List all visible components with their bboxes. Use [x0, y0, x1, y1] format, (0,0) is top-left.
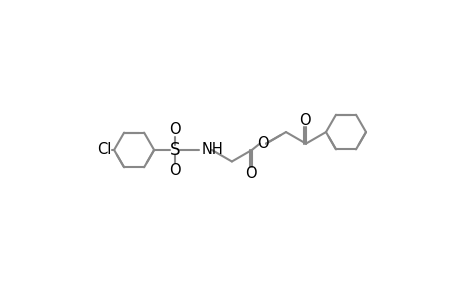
Text: O: O [169, 163, 180, 178]
Text: Cl: Cl [96, 142, 111, 158]
Text: O: O [298, 113, 310, 128]
Text: S: S [169, 141, 180, 159]
Text: O: O [257, 136, 268, 151]
Text: O: O [169, 122, 180, 137]
Text: O: O [244, 166, 256, 181]
Text: NH: NH [202, 142, 223, 158]
